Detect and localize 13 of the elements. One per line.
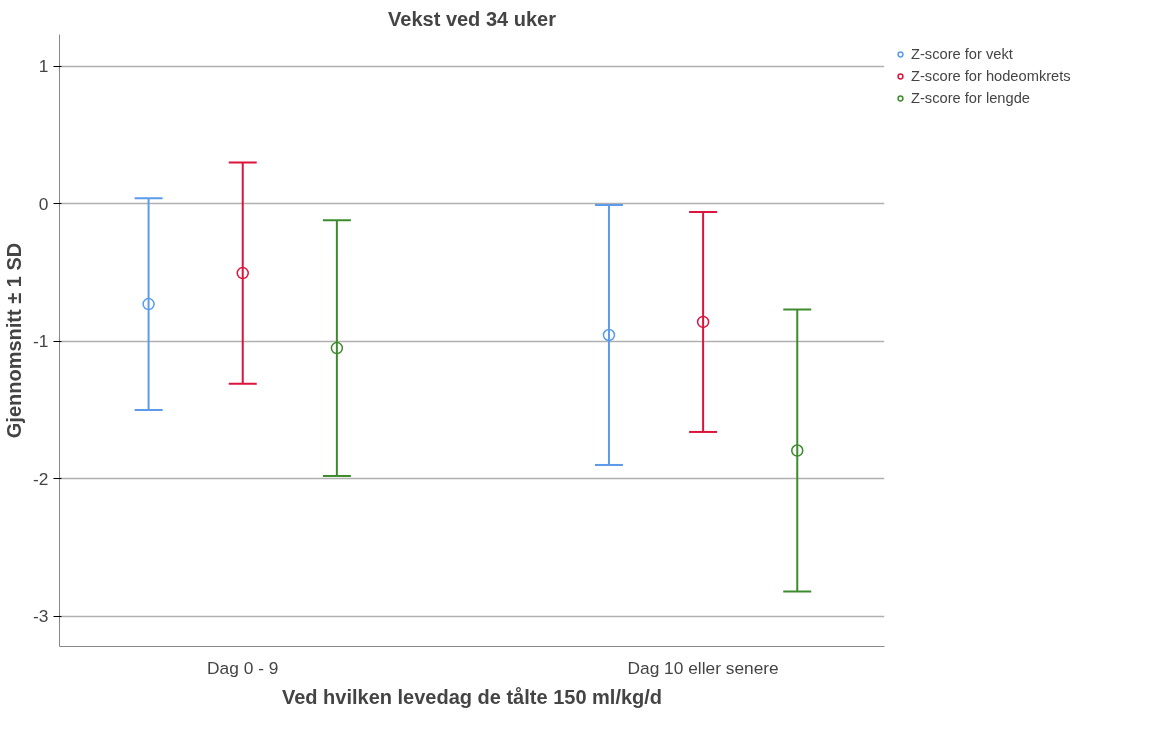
legend-label: Z-score for hodeomkrets	[911, 68, 1071, 84]
legend-label: Z-score for lengde	[911, 90, 1030, 106]
y-axis-title: Gjennomsnitt ± 1 SD	[3, 242, 26, 439]
y-tick-label: 1	[38, 56, 49, 77]
legend-label: Z-score for vekt	[911, 46, 1013, 62]
x-axis-title: Ved hvilken levedag de tålte 150 ml/kg/d	[281, 685, 663, 708]
x-tick-label: Dag 0 - 9	[207, 657, 279, 678]
y-tick-label: -1	[33, 331, 49, 352]
y-tick-label: 0	[38, 193, 49, 214]
chart-title: Vekst ved 34 uker	[388, 7, 557, 30]
x-tick-label: Dag 10 eller senere	[627, 657, 779, 678]
y-tick-label: -2	[33, 468, 49, 489]
y-tick-label: -3	[33, 606, 49, 627]
